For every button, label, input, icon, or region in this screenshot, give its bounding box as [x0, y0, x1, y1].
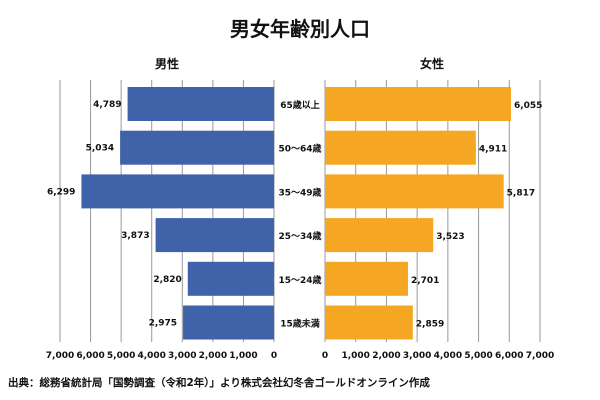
tick-label-male: 2,000 [199, 351, 227, 361]
female-series-label: 女性 [420, 56, 444, 71]
data-label-male: 6,299 [47, 187, 75, 197]
category-label: 35〜49歳 [278, 186, 321, 198]
bar-female [325, 174, 504, 209]
category-label: 25〜34歳 [278, 230, 321, 242]
data-label-male: 4,789 [93, 100, 121, 110]
tick-label-female: 4,000 [434, 351, 462, 361]
source-note: 出典：総務省統計局「国勢調査（令和2年）」より株式会社幻冬舎ゴールドオンライン作… [8, 376, 430, 389]
tick-label-male: 0 [271, 351, 277, 361]
tick-label-female: 2,000 [372, 351, 400, 361]
tick-label-female: 6,000 [495, 351, 523, 361]
bar-male [120, 130, 275, 165]
category-label: 50〜64歳 [278, 143, 321, 155]
chart-title: 男女年齢別人口 [230, 17, 370, 41]
tick-label-male: 1,000 [229, 351, 257, 361]
tick-label-female: 7,000 [526, 351, 554, 361]
category-label: 15歳未満 [280, 318, 320, 330]
tick-label-male: 7,000 [46, 351, 74, 361]
bar-male [81, 174, 274, 209]
bar-female [325, 261, 408, 296]
bar-male [155, 218, 274, 253]
data-label-female: 2,859 [416, 320, 444, 330]
data-label-female: 2,701 [411, 276, 439, 286]
tick-label-female: 1,000 [341, 351, 369, 361]
category-label: 65歳以上 [280, 99, 320, 111]
bar-male [183, 305, 274, 340]
bar-female [325, 305, 413, 340]
data-label-female: 5,817 [507, 188, 535, 198]
bar-male [187, 261, 274, 296]
male-series-label: 男性 [155, 56, 179, 71]
tick-label-male: 5,000 [107, 351, 135, 361]
tick-label-female: 5,000 [464, 351, 492, 361]
tick-label-male: 3,000 [168, 351, 196, 361]
bar-female [325, 130, 476, 165]
bar-female [325, 87, 511, 121]
category-label: 15〜24歳 [278, 274, 321, 286]
tick-label-female: 0 [322, 351, 328, 361]
tick-label-male: 6,000 [76, 351, 104, 361]
data-label-male: 2,975 [149, 319, 177, 329]
tick-label-male: 4,000 [137, 351, 165, 361]
data-label-male: 5,034 [86, 144, 114, 154]
data-label-male: 2,820 [153, 275, 181, 285]
data-label-female: 6,055 [514, 101, 542, 111]
data-label-female: 4,911 [479, 145, 507, 155]
bar-female [325, 218, 434, 253]
tick-label-female: 3,000 [403, 351, 431, 361]
bar-male [127, 87, 274, 121]
data-label-female: 3,523 [436, 232, 464, 242]
data-label-male: 3,873 [121, 231, 149, 241]
